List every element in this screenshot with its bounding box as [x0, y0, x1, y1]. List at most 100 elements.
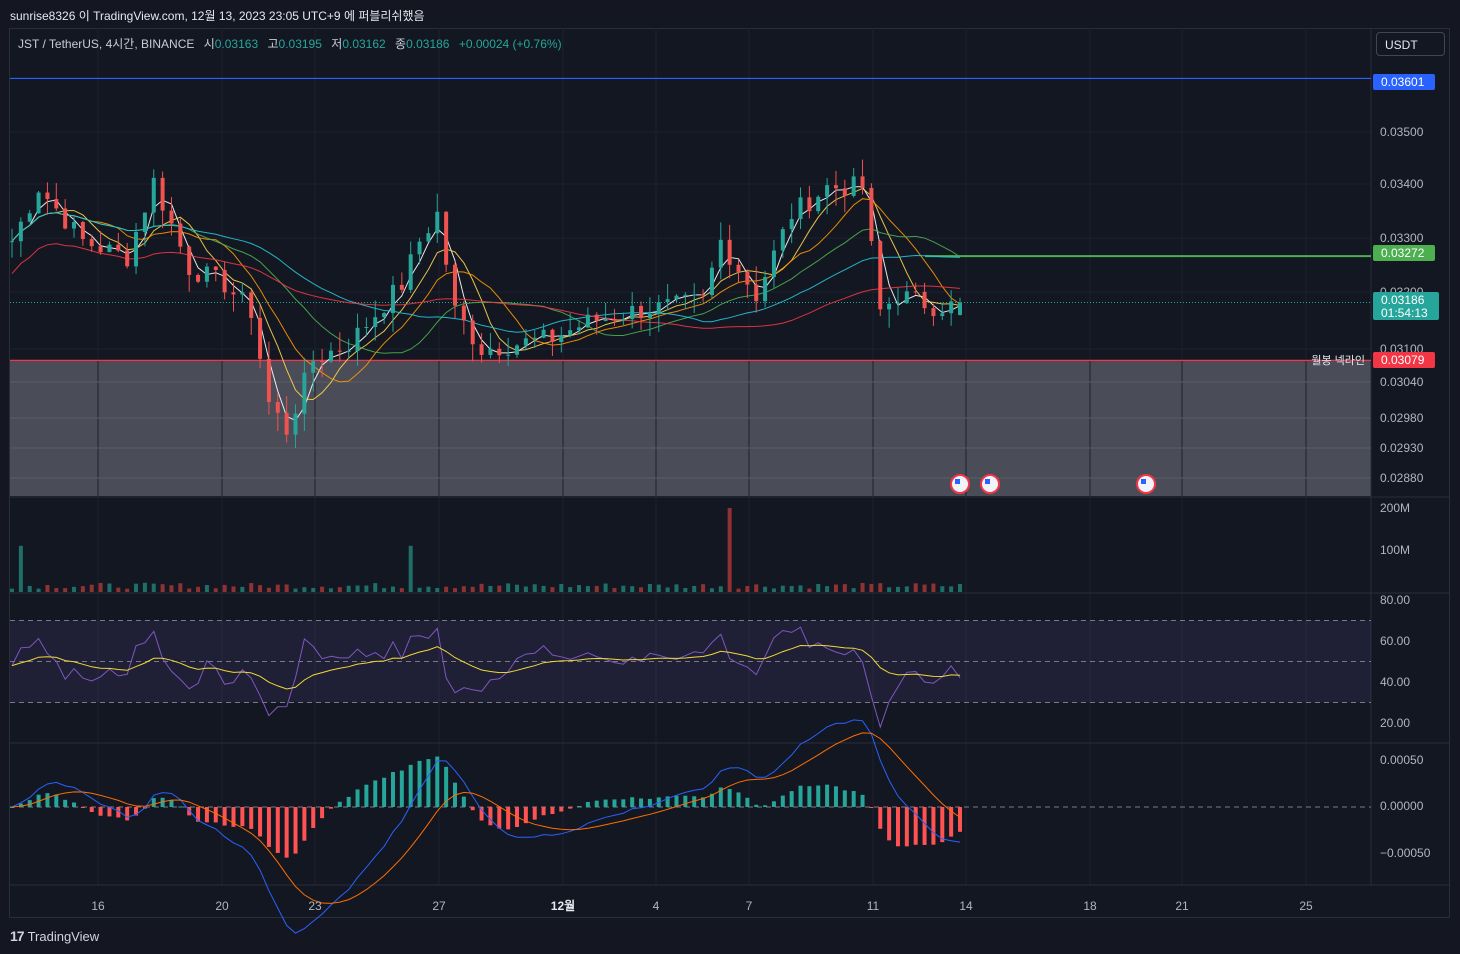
rsi-pane [10, 620, 1371, 729]
macd-histogram-bar [249, 807, 254, 829]
candle-body [134, 232, 139, 267]
candle-body [10, 241, 14, 243]
signal-line [11, 732, 961, 904]
volume-bar [931, 583, 936, 592]
macd-histogram-bar [541, 807, 546, 816]
macd-histogram-bar [488, 807, 493, 826]
candle-body [559, 335, 564, 342]
candle-body [904, 291, 909, 304]
volume-bar [160, 584, 165, 592]
volume-bar [444, 586, 449, 592]
volume-tick: 200M [1380, 501, 1410, 515]
volume-bar [559, 584, 564, 592]
volume-bar [399, 588, 404, 592]
currency-button[interactable]: USDT [1376, 32, 1445, 56]
candle-body [45, 192, 50, 200]
macd-histogram-bar [506, 807, 511, 830]
candle-body [417, 241, 422, 255]
macd-histogram-bar [621, 799, 626, 807]
price-label: 0.03601 [1381, 75, 1425, 89]
macd-histogram-bar [284, 807, 289, 858]
macd-histogram-bar [497, 807, 502, 829]
volume-bar [745, 585, 750, 592]
macd-histogram-bar [745, 797, 750, 807]
volume-bar [204, 585, 209, 592]
volume-bar [54, 588, 59, 592]
volume-bar [320, 586, 325, 592]
volume-bar [240, 586, 245, 592]
time-tick: 27 [432, 899, 446, 913]
macd-histogram-bar [798, 785, 803, 807]
time-tick: 23 [308, 899, 322, 913]
footer-brand[interactable]: 17 TradingView [10, 928, 99, 944]
volume-bar [45, 584, 50, 592]
volume-bar [72, 586, 77, 592]
candle-body [36, 192, 41, 214]
time-tick: 12월 [551, 898, 575, 913]
candle-body [275, 401, 280, 413]
volume-bar [284, 584, 289, 592]
macd-histogram-bar [80, 807, 85, 808]
macd-histogram-bar [293, 807, 298, 854]
macd-histogram-bar [72, 802, 77, 807]
volume-bar [213, 588, 218, 592]
time-tick: 7 [746, 899, 753, 913]
macd-histogram-bar [151, 798, 156, 807]
candle-body [594, 314, 599, 321]
macd-tick: 0.00050 [1380, 753, 1424, 767]
candle-body [382, 313, 387, 318]
low-value: 0.03162 [342, 37, 386, 51]
volume-bar [940, 586, 945, 592]
macd-histogram-bar [27, 800, 32, 807]
volume-bar [89, 584, 94, 592]
candle-body [187, 246, 192, 275]
price-label-bg [1373, 292, 1439, 320]
macd-histogram-bar [887, 807, 892, 841]
pane-separators [10, 28, 1450, 886]
volume-bar [80, 586, 85, 592]
volume-bar [151, 583, 156, 592]
neckline-name: 월봉 넥라인 [1311, 354, 1365, 367]
candle-body [718, 239, 723, 268]
candle-body [612, 318, 617, 321]
volume-bar [789, 586, 794, 592]
volume-bar [674, 584, 679, 592]
candle-body [523, 338, 528, 346]
neckline-zone-rect [10, 360, 1371, 496]
candle-body [231, 292, 236, 295]
volume-bar [683, 588, 688, 592]
candle-body [940, 313, 945, 317]
high-label: 고 [267, 37, 279, 51]
close-value: 0.03186 [406, 37, 450, 51]
volume-bar [922, 584, 927, 592]
volume-bar [98, 582, 103, 592]
volume-bar [337, 587, 342, 592]
candle-body [488, 348, 493, 355]
macd-histogram-bar [940, 807, 945, 843]
volume-bar [807, 588, 812, 592]
us-flag-icon-canton [955, 479, 960, 484]
candle-body [107, 244, 112, 253]
candle-body [807, 197, 812, 212]
volume-bar [515, 584, 520, 592]
candle-body [98, 246, 103, 253]
change-value: +0.00024 (+0.76%) [458, 37, 562, 51]
candle-body [585, 314, 590, 328]
candle-body [568, 330, 573, 336]
candle-body [674, 295, 679, 300]
candle-body [860, 176, 865, 188]
volume-bar [373, 583, 378, 592]
time-tick: 18 [1083, 899, 1097, 913]
volume-bar [461, 586, 466, 592]
macd-histogram-bar [302, 807, 307, 841]
candle-body [125, 250, 130, 267]
volume-bar [958, 583, 962, 592]
macd-histogram-bar [763, 805, 768, 807]
candle-body [399, 284, 404, 290]
candle-body [373, 317, 378, 328]
volume-bar [293, 588, 298, 592]
volume-bar [913, 583, 918, 592]
candle-body [27, 213, 32, 222]
volume-bar [594, 585, 599, 592]
